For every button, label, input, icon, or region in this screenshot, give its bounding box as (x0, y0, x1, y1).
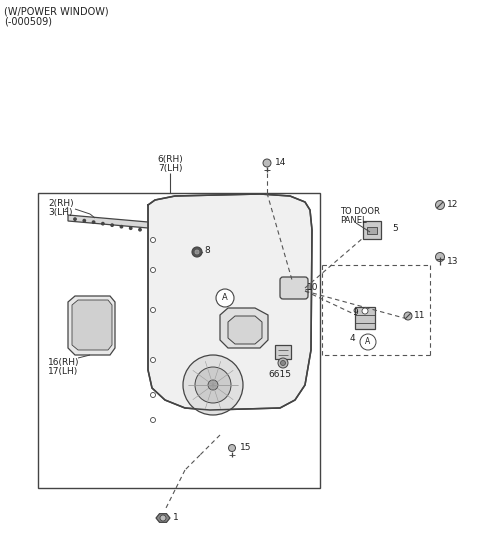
Circle shape (435, 201, 444, 210)
Text: 1: 1 (173, 513, 179, 522)
Circle shape (151, 392, 156, 397)
Circle shape (208, 380, 218, 390)
Bar (363, 221, 381, 239)
Circle shape (278, 358, 288, 368)
Text: 9: 9 (352, 308, 358, 317)
Text: 11: 11 (414, 311, 425, 320)
Text: TO DOOR: TO DOOR (340, 207, 380, 216)
Text: 2(RH): 2(RH) (48, 199, 73, 208)
Circle shape (360, 334, 376, 350)
Circle shape (151, 267, 156, 273)
Text: 17(LH): 17(LH) (48, 367, 78, 376)
Polygon shape (72, 300, 112, 350)
Text: 14: 14 (275, 158, 287, 167)
Text: 8: 8 (204, 246, 210, 255)
Polygon shape (220, 308, 268, 348)
Bar (275, 345, 291, 359)
Circle shape (362, 308, 368, 314)
Text: 6615: 6615 (268, 370, 291, 379)
Bar (38, 193, 320, 488)
Circle shape (195, 367, 231, 403)
Text: 4: 4 (350, 334, 356, 343)
Text: 7(LH): 7(LH) (158, 164, 182, 173)
Circle shape (404, 312, 412, 320)
Circle shape (130, 227, 132, 230)
Circle shape (139, 229, 141, 231)
Text: A: A (222, 294, 228, 302)
Circle shape (120, 225, 122, 228)
Circle shape (263, 159, 271, 167)
Circle shape (280, 361, 286, 365)
Circle shape (151, 418, 156, 423)
Text: 10: 10 (307, 283, 319, 292)
Text: (-000509): (-000509) (4, 17, 52, 27)
Circle shape (102, 223, 104, 225)
Circle shape (228, 445, 236, 452)
Bar (355, 307, 375, 329)
Polygon shape (68, 215, 148, 228)
Circle shape (183, 355, 243, 415)
Polygon shape (68, 296, 115, 355)
Text: 15: 15 (240, 443, 252, 452)
Text: 3(LH): 3(LH) (48, 208, 72, 217)
Text: (W/POWER WINDOW): (W/POWER WINDOW) (4, 7, 108, 17)
Circle shape (160, 515, 166, 521)
Circle shape (151, 308, 156, 313)
Text: 12: 12 (447, 200, 458, 209)
Text: 16(RH): 16(RH) (48, 358, 80, 367)
Bar (367, 227, 377, 234)
Polygon shape (228, 316, 262, 344)
FancyBboxPatch shape (280, 277, 308, 299)
Circle shape (111, 224, 113, 226)
Polygon shape (156, 514, 170, 522)
Polygon shape (148, 194, 312, 410)
Circle shape (151, 357, 156, 363)
Circle shape (192, 247, 202, 257)
Circle shape (195, 250, 199, 254)
Circle shape (435, 252, 444, 261)
Circle shape (216, 289, 234, 307)
Circle shape (92, 221, 95, 223)
Circle shape (83, 219, 85, 222)
Circle shape (74, 218, 76, 220)
Text: A: A (365, 337, 371, 347)
Text: 5: 5 (392, 224, 398, 233)
Text: 13: 13 (447, 257, 458, 266)
Text: PANEL: PANEL (340, 216, 367, 225)
Circle shape (151, 238, 156, 243)
Text: 6(RH): 6(RH) (157, 155, 183, 164)
